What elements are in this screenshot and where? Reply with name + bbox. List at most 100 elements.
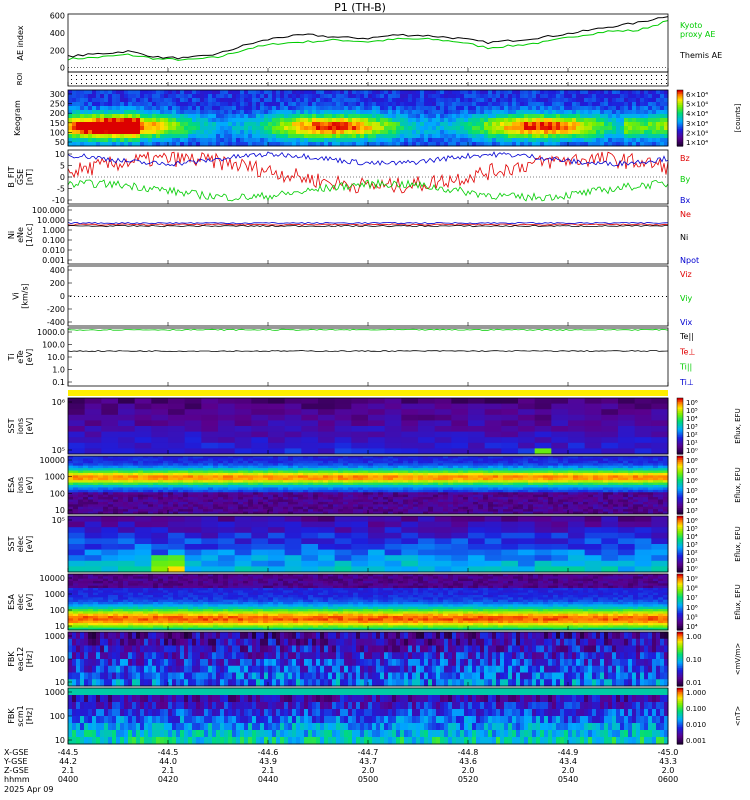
spectrogram-cell	[343, 456, 349, 459]
keogram-cell	[324, 126, 329, 131]
keogram-cell	[532, 98, 537, 103]
legend-label: Ne	[680, 210, 691, 219]
spectrogram-cell	[258, 465, 264, 469]
keogram-cell	[148, 142, 153, 147]
spectrogram-cell	[93, 511, 99, 515]
keogram-cell	[220, 106, 225, 111]
keogram-cell	[592, 118, 597, 123]
keogram-cell	[176, 98, 181, 103]
y-tick-label: 10⁶	[52, 398, 65, 407]
spectrogram-cell	[113, 460, 119, 464]
spectrogram-cell	[401, 414, 419, 421]
spectrogram-cell	[203, 475, 209, 479]
spectrogram-cell	[343, 506, 349, 510]
keogram-cell	[88, 122, 93, 127]
zero-dot	[498, 296, 499, 297]
keogram-cell	[384, 134, 389, 139]
spectrogram-cell	[358, 480, 364, 484]
spectrogram-cell	[168, 437, 186, 444]
spectrogram-cell	[418, 403, 436, 410]
zero-dot	[170, 296, 171, 297]
keogram-cell	[540, 98, 545, 103]
keogram-cell	[344, 98, 349, 103]
spectrogram-cell	[484, 398, 502, 405]
spectrogram-cell	[193, 472, 199, 476]
keogram-cell	[364, 134, 369, 139]
keogram-cell	[196, 142, 201, 147]
keogram-cell	[592, 98, 597, 103]
spectrogram-cell	[148, 501, 154, 505]
keogram-cell	[372, 110, 377, 115]
roi-dot	[606, 79, 607, 80]
spectrogram-cell	[73, 460, 79, 464]
keogram-cell	[296, 126, 301, 131]
keogram-cell	[396, 130, 401, 135]
spectrogram-cell	[373, 494, 379, 498]
spectrogram-cell	[228, 497, 234, 500]
spectrogram-cell	[278, 487, 284, 491]
spectrogram-cell	[223, 487, 229, 491]
keogram-cell	[328, 114, 333, 119]
spectrogram-cell	[348, 489, 354, 493]
spectrogram-cell	[293, 460, 299, 464]
keogram-cell	[528, 138, 533, 143]
spectrogram-cell	[233, 470, 239, 474]
keogram-cell	[548, 94, 553, 99]
spectrogram-cell	[418, 489, 424, 493]
roi-dot	[236, 75, 237, 76]
keogram-cell	[252, 130, 257, 135]
keogram-cell	[632, 134, 637, 139]
spectrogram-cell	[93, 472, 99, 476]
roi-dot	[656, 75, 657, 76]
keogram-cell	[108, 106, 113, 111]
roi-dot	[101, 79, 102, 80]
spectrogram-cell	[303, 511, 309, 515]
spectrogram-cell	[403, 470, 409, 474]
keogram-cell	[280, 138, 285, 143]
keogram-cell	[416, 102, 421, 107]
spectrogram-cell	[173, 485, 179, 488]
spectrogram-cell	[138, 475, 144, 479]
spectrogram-cell	[168, 494, 174, 498]
keogram-cell	[268, 122, 273, 127]
keogram-cell	[160, 106, 165, 111]
keogram-cell	[252, 142, 257, 147]
keogram-cell	[236, 110, 241, 115]
roi-dot	[341, 83, 342, 84]
keogram-cell	[244, 118, 249, 123]
keogram-cell	[172, 102, 177, 107]
spectrogram-cell	[378, 468, 384, 471]
spectrogram-cell	[363, 465, 369, 469]
roi-dot	[111, 79, 112, 80]
roi-dot	[121, 75, 122, 76]
spectrogram-cell	[98, 509, 104, 513]
spectrogram-cell	[183, 460, 189, 464]
spectrogram-cell	[223, 494, 229, 498]
spectrogram-cell	[428, 501, 434, 505]
keogram-cell	[272, 126, 277, 131]
keogram-cell	[216, 130, 221, 135]
spectrogram-cell	[408, 470, 414, 474]
spectrogram-cell	[283, 472, 289, 476]
keogram-cell	[68, 114, 73, 119]
spectrogram-cell	[168, 475, 174, 479]
spectrogram-cell	[301, 409, 319, 416]
spectrogram-cell	[138, 492, 144, 496]
spectrogram-cell	[158, 456, 164, 459]
keogram-cell	[248, 134, 253, 139]
keogram-cell	[100, 98, 105, 103]
keogram-cell	[524, 130, 529, 135]
keogram-cell	[72, 94, 77, 99]
spectrogram-cell	[288, 499, 294, 503]
legend-label: proxy AE	[680, 30, 715, 39]
keogram-cell	[548, 134, 553, 139]
keogram-cell	[420, 90, 425, 95]
keogram-cell	[580, 94, 585, 99]
spectrogram-cell	[284, 431, 302, 438]
roi-dot	[151, 83, 152, 84]
spectrogram-cell	[253, 501, 259, 505]
keogram-cell	[432, 114, 437, 119]
spectrogram-cell	[333, 487, 339, 491]
spectrogram-cell	[93, 463, 99, 467]
keogram-cell	[388, 126, 393, 131]
